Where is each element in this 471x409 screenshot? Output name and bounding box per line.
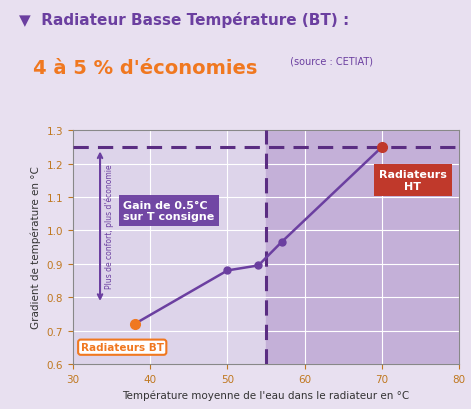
Y-axis label: Gradient de température en °C: Gradient de température en °C	[31, 166, 41, 329]
Bar	[266, 131, 459, 364]
Text: ▼  Radiateur Basse Température (BT) :: ▼ Radiateur Basse Température (BT) :	[19, 12, 349, 28]
Text: Radiateurs
HT: Radiateurs HT	[379, 170, 447, 191]
Text: Gain de 0.5°C
sur T consigne: Gain de 0.5°C sur T consigne	[123, 200, 214, 222]
Text: Plus de confort, plus d'économie: Plus de confort, plus d'économie	[105, 164, 114, 289]
X-axis label: Température moyenne de l'eau dans le radiateur en °C: Température moyenne de l'eau dans le rad…	[122, 389, 410, 400]
Text: Radiateurs BT: Radiateurs BT	[81, 342, 164, 352]
Text: 4 à 5 % d'économies: 4 à 5 % d'économies	[33, 59, 257, 78]
Text: (source : CETIAT): (source : CETIAT)	[287, 56, 374, 66]
